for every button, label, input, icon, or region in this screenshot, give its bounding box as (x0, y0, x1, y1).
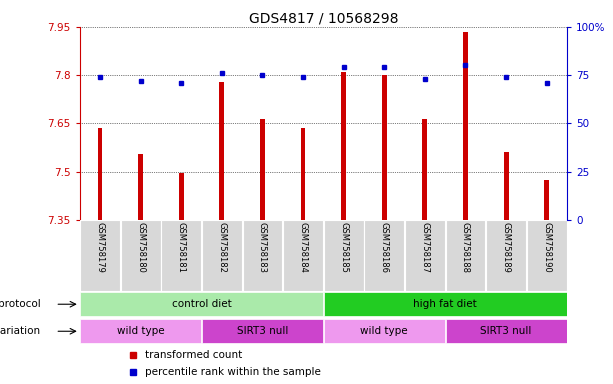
Bar (80, 319, 201, 343)
Bar (527, 220, 566, 291)
Text: GSM758185: GSM758185 (339, 222, 348, 273)
Bar (202, 220, 242, 291)
Bar (382, 75, 387, 220)
Bar (422, 119, 427, 220)
Text: GSM758183: GSM758183 (258, 222, 267, 273)
Text: wild type: wild type (117, 326, 164, 336)
Text: GSM758187: GSM758187 (421, 222, 429, 273)
Bar (463, 32, 468, 220)
Text: GSM758186: GSM758186 (380, 222, 389, 273)
Text: GSM758189: GSM758189 (501, 222, 511, 273)
Text: SIRT3 null: SIRT3 null (481, 326, 532, 336)
Bar (80, 220, 120, 291)
Bar (405, 220, 445, 291)
Text: GSM758184: GSM758184 (299, 222, 308, 273)
Text: genotype/variation: genotype/variation (0, 326, 40, 336)
Text: GSM758182: GSM758182 (218, 222, 226, 273)
Bar (121, 220, 161, 291)
Bar (219, 81, 224, 220)
Bar (243, 220, 283, 291)
Bar (324, 220, 364, 291)
Bar (324, 319, 445, 343)
Bar (364, 220, 404, 291)
Text: control diet: control diet (172, 299, 231, 309)
Bar (324, 292, 566, 316)
Bar (283, 220, 323, 291)
Bar (97, 128, 102, 220)
Bar (300, 128, 305, 220)
Bar (138, 154, 143, 220)
Text: GSM758179: GSM758179 (96, 222, 104, 273)
Text: GSM758188: GSM758188 (461, 222, 470, 273)
Bar (504, 152, 509, 220)
Bar (179, 173, 184, 220)
Bar (446, 220, 485, 291)
Bar (341, 72, 346, 220)
Text: GSM758181: GSM758181 (177, 222, 186, 273)
Bar (486, 220, 526, 291)
Text: percentile rank within the sample: percentile rank within the sample (145, 367, 321, 377)
Bar (202, 319, 323, 343)
Text: wild type: wild type (360, 326, 408, 336)
Text: GSM758180: GSM758180 (136, 222, 145, 273)
Text: high fat diet: high fat diet (413, 299, 477, 309)
Bar (260, 119, 265, 220)
Bar (80, 292, 323, 316)
Bar (161, 220, 201, 291)
Bar (544, 180, 549, 220)
Title: GDS4817 / 10568298: GDS4817 / 10568298 (249, 12, 398, 26)
Text: SIRT3 null: SIRT3 null (237, 326, 288, 336)
Text: transformed count: transformed count (145, 350, 243, 360)
Bar (446, 319, 566, 343)
Text: GSM758190: GSM758190 (543, 222, 551, 273)
Text: protocol: protocol (0, 299, 40, 309)
